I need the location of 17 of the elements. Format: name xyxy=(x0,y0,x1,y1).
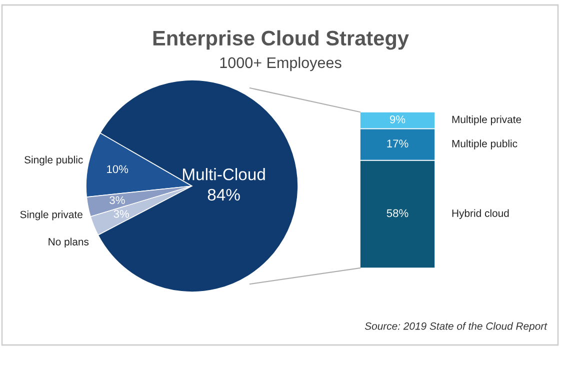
data-label: 58% xyxy=(386,209,408,218)
data-label: 3% xyxy=(110,196,125,204)
data-label: 3% xyxy=(114,210,129,218)
slice-label: Single public xyxy=(24,156,83,166)
source-note: Source: 2019 State of the Cloud Report xyxy=(364,322,548,332)
series-label: Multiple private xyxy=(452,116,522,126)
series-label: Hybrid cloud xyxy=(452,209,509,219)
slice-label: Single private xyxy=(20,210,82,220)
data-label: 84% xyxy=(208,188,240,201)
chart-title: Enterprise Cloud Strategy xyxy=(153,30,409,50)
series-label: Multiple public xyxy=(452,140,518,150)
data-label: 10% xyxy=(107,165,128,174)
data-label: 9% xyxy=(390,115,406,124)
data-label: 17% xyxy=(387,140,408,148)
chart-subtitle: 1000+ Employees xyxy=(220,56,342,72)
slice-label: No plans xyxy=(48,238,89,248)
slice-label: Multi-Cloud xyxy=(183,168,265,180)
